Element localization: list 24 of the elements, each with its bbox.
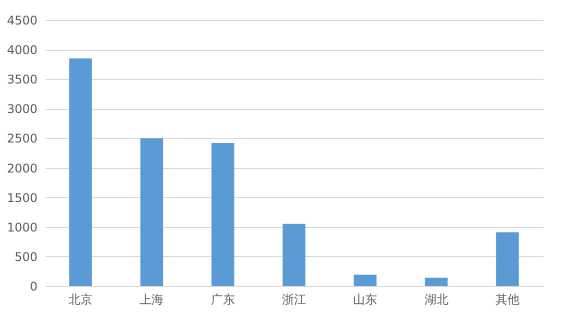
x-tick-label: 北京 [68, 292, 93, 306]
y-tick-label: 2500 [6, 132, 38, 146]
y-tick-label: 4000 [6, 43, 38, 58]
y-tick-label: 500 [14, 250, 38, 264]
x-tick-label: 山东 [353, 292, 378, 306]
x-tick-label: 湖北 [424, 292, 448, 306]
y-tick-label: 1000 [6, 220, 38, 234]
bar [424, 278, 448, 286]
x-tick-label: 广东 [210, 292, 235, 306]
bar [211, 142, 234, 286]
y-tick-label: 3000 [6, 102, 38, 116]
bar [69, 58, 92, 286]
y-tick-label: 0 [30, 280, 38, 294]
bar [354, 274, 377, 286]
bar [140, 138, 164, 286]
y-tick-label: 4500 [6, 14, 38, 28]
x-tick-label: 上海 [140, 292, 164, 306]
bar [282, 224, 306, 286]
x-tick-label: 其他 [495, 292, 520, 306]
y-tick-label: 2000 [6, 161, 38, 176]
y-tick-label: 3500 [6, 72, 38, 87]
x-tick-label: 浙江 [282, 292, 306, 306]
bar [496, 232, 519, 286]
y-tick-label: 1500 [6, 190, 38, 205]
